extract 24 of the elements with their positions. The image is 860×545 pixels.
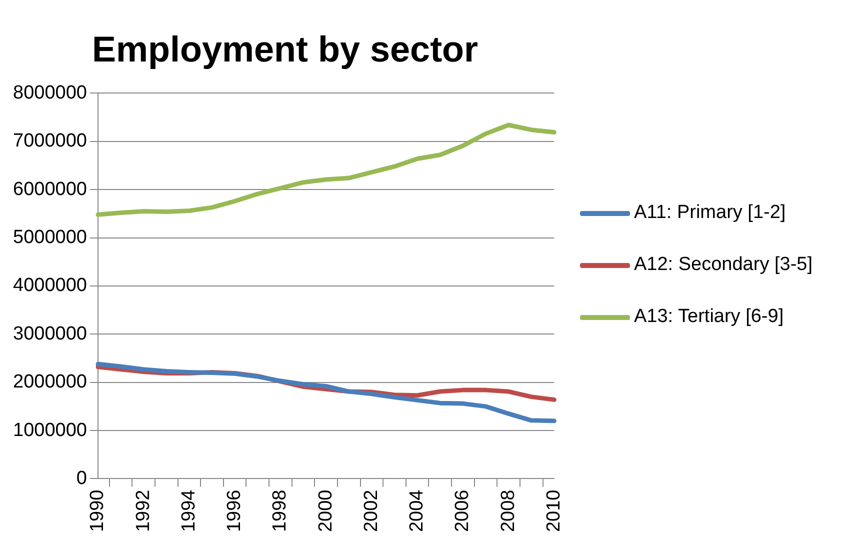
x-tick-label: 2004 (406, 489, 428, 532)
y-tick-label: 0 (76, 468, 87, 489)
x-tick-label: 1992 (132, 490, 154, 532)
y-tick-label: 5000000 (13, 227, 87, 248)
legend-label: A12: Secondary [3-5] (634, 253, 812, 277)
y-tick-label: 2000000 (13, 372, 87, 393)
legend-label: A13: Tertiary [6-9] (634, 305, 784, 329)
x-tick-label: 2008 (498, 490, 519, 532)
y-tick-label: 6000000 (13, 178, 87, 200)
y-tick-label: 7000000 (13, 130, 87, 152)
y-tick-label: 1000000 (13, 420, 87, 441)
x-tick-label: 2006 (452, 490, 474, 532)
x-tick-label: 1990 (87, 490, 108, 532)
x-tick-label: 2002 (360, 490, 382, 532)
x-tick-label: 1998 (270, 490, 291, 532)
chart-title: Employment by sector (92, 28, 478, 70)
y-tick-label: 8000000 (13, 82, 87, 104)
x-tick-label: 2000 (315, 490, 336, 532)
legend-label: A11: Primary [1-2] (634, 201, 786, 225)
y-tick-label: 4000000 (13, 275, 87, 296)
x-tick-label: 2010 (543, 490, 564, 532)
x-tick-label: 1994 (178, 489, 200, 532)
x-tick-label: 1996 (224, 490, 246, 532)
y-tick-label: 3000000 (13, 323, 87, 344)
